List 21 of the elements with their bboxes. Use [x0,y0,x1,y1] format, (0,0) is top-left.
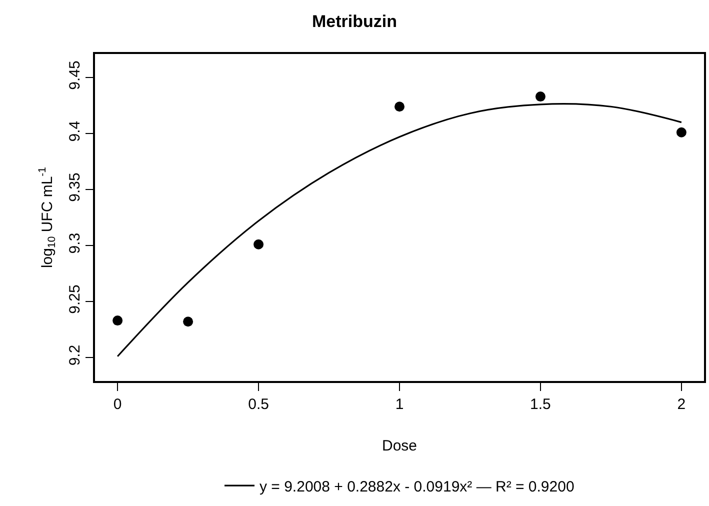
point [676,127,686,138]
chart-title: Metribuzin [312,12,397,32]
x-tick-label: 1.5 [530,396,551,413]
y-tick-label: 9.4 [66,120,84,142]
line-series [116,103,682,358]
x-tick-label: 0.5 [248,396,269,413]
y-tick-label: 9.35 [66,172,84,202]
point [254,239,264,250]
y-tick-label: 9.25 [66,284,84,314]
point [112,316,123,326]
legend-label: y = 9.2008 + 0.2882x - 0.0919x² — R² = 0.9200 [260,478,574,496]
y-tick-label: 9.2 [66,344,84,366]
y-tick-label: 9.45 [66,60,84,90]
x-tick-label: 1 [395,396,404,413]
point [535,92,546,102]
x-tick-label: 0 [113,396,122,413]
point [183,316,194,327]
point [394,102,404,112]
y-tick-label: 9.3 [66,232,84,254]
x-axis-title: Dose [382,437,418,454]
x-tick-label: 2 [677,396,686,413]
